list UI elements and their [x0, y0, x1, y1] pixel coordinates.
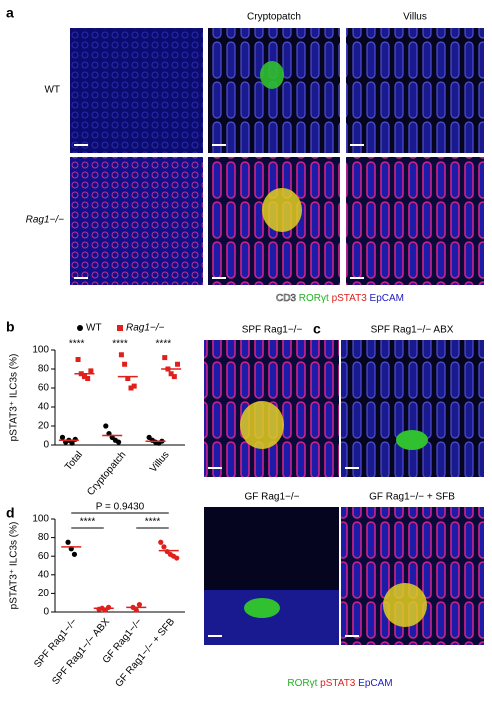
data-point	[65, 539, 71, 545]
micrograph-grid	[70, 28, 484, 285]
data-point	[136, 601, 143, 608]
data-point	[103, 423, 109, 429]
significance: ****	[69, 339, 85, 350]
significance: ****	[145, 517, 161, 528]
data-point	[161, 544, 167, 550]
micrograph	[208, 28, 340, 153]
y-tick-label: 100	[32, 345, 49, 356]
cryptopatch	[244, 598, 280, 618]
legend-label: WT	[86, 323, 102, 334]
data-point	[131, 383, 137, 389]
micrograph	[341, 340, 484, 477]
legend-label: Rag1−/−	[126, 323, 165, 334]
data-point	[175, 361, 181, 367]
x-tick-label: GF Rag1−/− + SFB	[113, 616, 177, 689]
column-label: Cryptopatch	[247, 12, 301, 23]
significance: ****	[80, 517, 96, 528]
scale-bars	[208, 467, 359, 637]
micrograph	[346, 28, 484, 153]
data-point	[158, 539, 164, 545]
y-tick-label: 60	[38, 383, 50, 394]
data-point	[105, 604, 112, 610]
micrograph	[70, 28, 203, 153]
image-label: SPF Rag1−/− ABX	[371, 325, 454, 336]
y-tick-label: 60	[38, 551, 50, 562]
data-point	[88, 368, 94, 374]
legend-marker	[77, 325, 83, 331]
data-point	[125, 376, 131, 381]
y-tick-label: 0	[43, 607, 49, 618]
data-point	[116, 439, 122, 445]
micrograph-grid	[204, 340, 484, 645]
data-point	[174, 555, 180, 561]
data-point	[75, 357, 81, 362]
legend-marker	[117, 325, 123, 331]
y-tick-label: 80	[38, 532, 50, 543]
micrograph	[346, 157, 484, 285]
significance: ****	[112, 339, 128, 350]
row-label: Rag1−/−	[26, 215, 65, 226]
data-point	[72, 436, 78, 442]
x-tick-label: Cryptopatch	[85, 450, 128, 498]
image-label: GF Rag1−/−	[244, 492, 299, 503]
data-point	[122, 361, 128, 367]
cryptopatch	[396, 430, 428, 450]
cryptopatch	[262, 188, 302, 232]
panel-label: c	[313, 321, 321, 337]
x-tick-label: Villus	[148, 450, 172, 475]
data-point	[118, 352, 124, 358]
y-tick-label: 0	[43, 440, 49, 451]
cryptopatch	[383, 583, 427, 627]
x-tick-label: Total	[63, 450, 85, 473]
panel-label: b	[6, 319, 15, 335]
row-label: WT	[44, 85, 60, 96]
data-point	[128, 385, 134, 391]
cryptopatch	[260, 61, 284, 89]
panel-label: d	[6, 505, 15, 521]
data-point	[85, 376, 91, 381]
panel-label: a	[6, 5, 14, 21]
data-point	[81, 374, 87, 380]
y-tick-label: 40	[38, 569, 50, 580]
data-point	[168, 371, 174, 377]
stain-legend: CD3 RORγt pSTAT3 EpCAM	[276, 293, 404, 304]
data-point	[59, 434, 66, 440]
cryptopatch	[240, 401, 284, 449]
image-label: SPF Rag1−/−	[242, 325, 303, 336]
stain-legend: RORγt pSTAT3 EpCAM	[287, 678, 392, 689]
data-point	[162, 355, 168, 361]
y-axis-label: pSTAT3⁺ ILC3s (%)	[9, 354, 20, 442]
data-point	[69, 440, 75, 446]
scale-bars	[74, 144, 364, 279]
image-label: GF Rag1−/− + SFB	[369, 492, 455, 503]
column-label: Villus	[403, 12, 427, 23]
data-point	[171, 374, 177, 380]
y-tick-label: 20	[38, 421, 50, 432]
y-axis-label: pSTAT3⁺ ILC3s (%)	[9, 522, 20, 610]
data-point	[71, 551, 78, 557]
tissue	[204, 590, 339, 645]
y-tick-label: 20	[38, 588, 50, 599]
x-tick-label: SPF Rag1−/− ABX	[50, 616, 112, 687]
significance: ****	[156, 339, 172, 350]
y-tick-label: 100	[32, 514, 49, 525]
significance: P = 0.9430	[96, 502, 145, 513]
y-tick-label: 80	[38, 364, 50, 375]
y-tick-label: 40	[38, 402, 50, 413]
data-point	[133, 607, 139, 613]
micrograph	[70, 157, 203, 285]
